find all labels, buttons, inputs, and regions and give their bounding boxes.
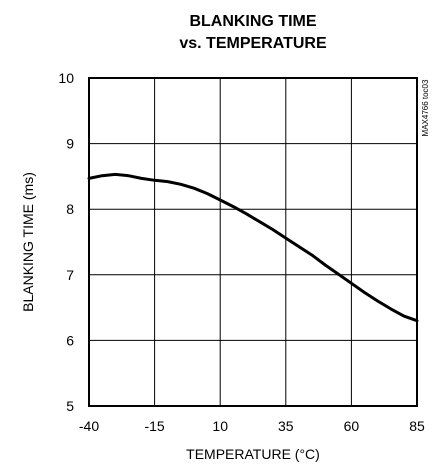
y-axis-label: BLANKING TIME (ms) (20, 172, 36, 312)
series-line-0 (87, 172, 419, 323)
grid-lines (89, 78, 417, 406)
plot-frame (88, 77, 418, 407)
chart-title-line-2: vs. TEMPERATURE (179, 35, 327, 52)
x-axis-label: TEMPERATURE (°C) (186, 446, 320, 462)
series-group (87, 172, 419, 323)
y-tick-label-2: 7 (66, 267, 74, 283)
x-tick-label-3: 35 (278, 418, 294, 434)
x-tick-label-4: 60 (344, 418, 360, 434)
x-tick-label-2: 10 (212, 418, 228, 434)
x-tick-label-5: 85 (409, 418, 425, 434)
y-tick-label-3: 8 (66, 201, 74, 217)
chart-title-line-1: BLANKING TIME (189, 13, 316, 30)
x-tick-label-0: -40 (79, 418, 99, 434)
y-tick-label-1: 6 (66, 332, 74, 348)
x-tick-label-1: -15 (144, 418, 164, 434)
y-tick-label-5: 10 (58, 70, 74, 86)
figure-code: MAX4766 toc03 (421, 79, 430, 136)
tick-labels: -40 -15 10 35 60 85 5 6 7 8 9 10 (58, 70, 425, 434)
y-tick-label-4: 9 (66, 136, 74, 152)
y-tick-label-0: 5 (66, 398, 74, 414)
